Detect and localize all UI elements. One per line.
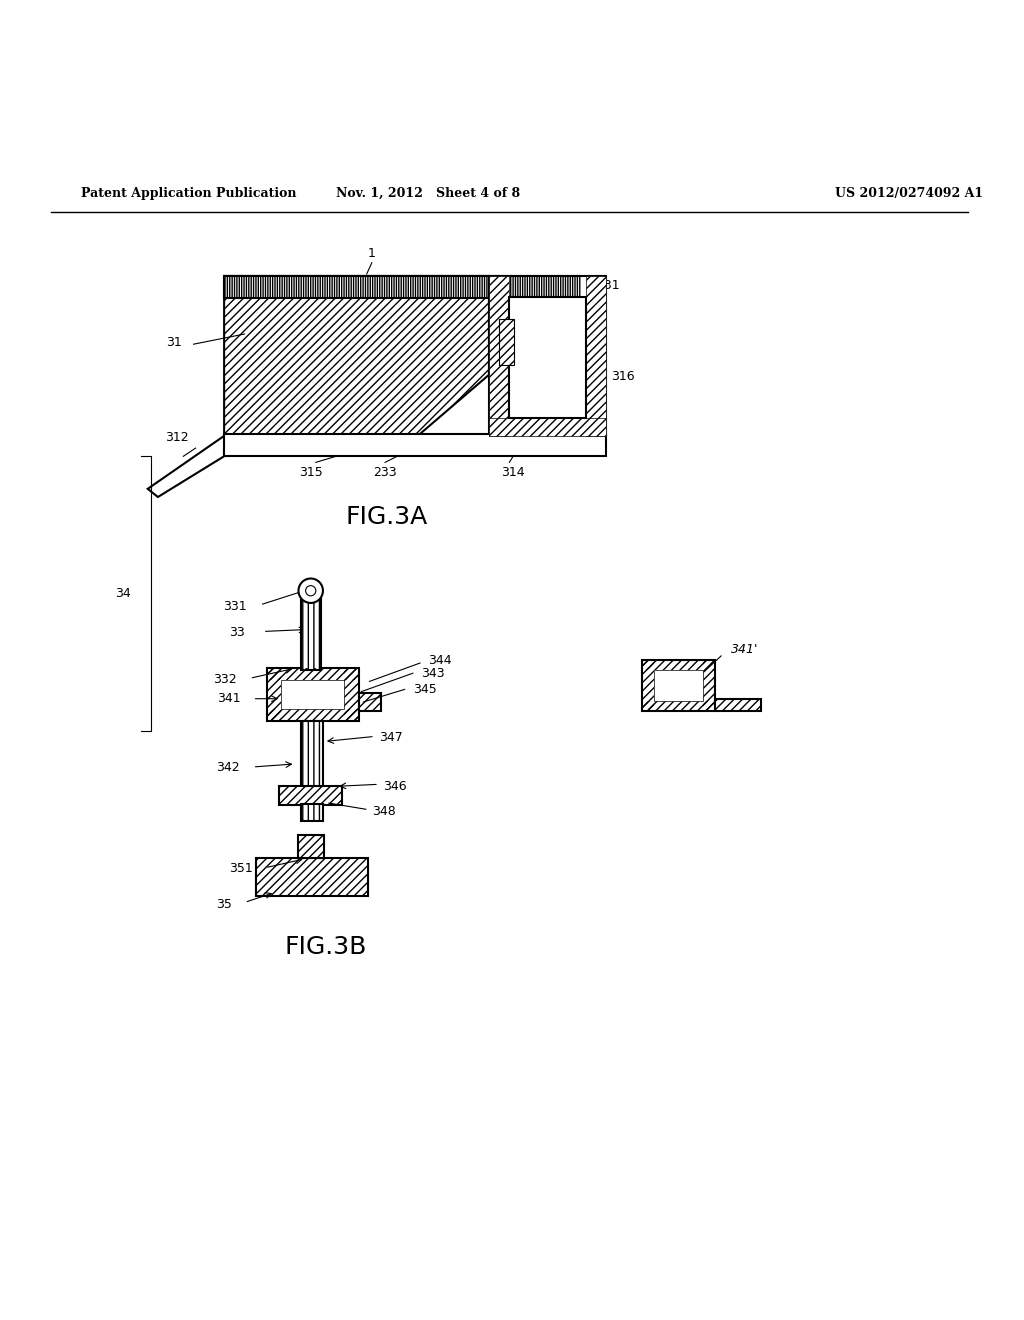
Bar [586,276,606,436]
Bar [642,660,654,711]
Bar [654,671,702,701]
Bar [509,297,586,417]
Text: Patent Application Publication: Patent Application Publication [82,187,297,199]
Bar [267,709,358,721]
Text: 346: 346 [383,780,407,793]
Bar [300,804,323,821]
Text: 35: 35 [216,898,232,911]
Text: 33: 33 [228,626,245,639]
Text: FIG.3B: FIG.3B [285,936,368,960]
Bar [256,858,368,896]
Text: 314: 314 [501,466,524,479]
Bar [702,660,715,711]
Text: 231: 231 [596,279,620,292]
Text: FIG.3A: FIG.3A [346,506,428,529]
Bar [642,660,715,711]
Polygon shape [147,436,224,498]
Bar [267,668,282,721]
Text: 343: 343 [421,667,444,680]
Text: 31: 31 [166,335,181,348]
Text: 341': 341' [731,643,759,656]
Bar [282,680,344,709]
Bar [489,276,606,436]
Bar [499,318,514,364]
Bar [267,668,358,721]
Bar [344,668,358,721]
Bar [489,276,509,436]
Bar [267,668,358,680]
Bar [224,434,606,457]
Text: Nov. 1, 2012   Sheet 4 of 8: Nov. 1, 2012 Sheet 4 of 8 [336,187,520,199]
Text: 315: 315 [299,466,323,479]
Text: 351: 351 [229,862,253,875]
Circle shape [298,578,323,603]
Text: 345: 345 [413,682,436,696]
Text: 331: 331 [223,599,247,612]
Text: 1: 1 [368,247,376,260]
Bar [300,721,323,787]
Text: 347: 347 [379,731,402,744]
Bar [358,693,381,711]
Bar [224,276,581,298]
Bar [298,836,324,858]
Text: 342: 342 [216,762,240,775]
Bar [300,594,321,671]
Polygon shape [224,276,489,436]
Bar [280,787,342,805]
Bar [489,417,606,436]
Bar [642,701,715,711]
Text: 316: 316 [611,371,635,383]
Bar [642,660,715,671]
Text: 233: 233 [374,466,397,479]
Text: 348: 348 [372,805,395,818]
Text: 34: 34 [115,587,130,601]
Circle shape [305,586,315,595]
Text: 332: 332 [213,673,237,686]
Text: 341: 341 [217,692,241,705]
Bar [224,276,581,298]
Bar [715,698,761,711]
Text: US 2012/0274092 A1: US 2012/0274092 A1 [836,187,983,199]
Text: 312: 312 [165,432,188,444]
Text: 344: 344 [428,653,452,667]
